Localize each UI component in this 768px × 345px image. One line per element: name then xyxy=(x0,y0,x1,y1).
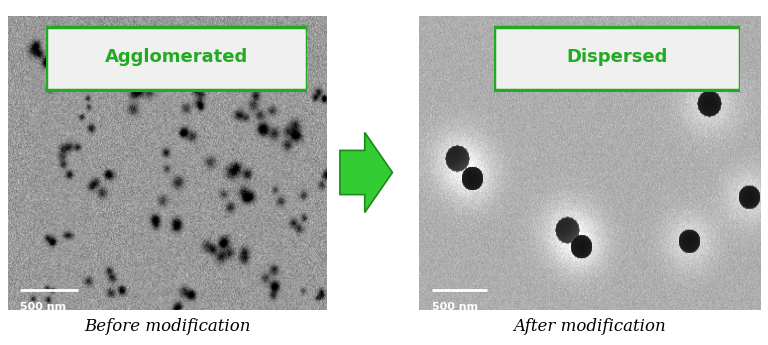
Text: Before modification: Before modification xyxy=(84,318,250,335)
Text: After modification: After modification xyxy=(513,318,666,335)
Text: 500 nm: 500 nm xyxy=(21,302,67,312)
Text: 500 nm: 500 nm xyxy=(432,302,478,312)
FancyArrow shape xyxy=(340,132,392,213)
